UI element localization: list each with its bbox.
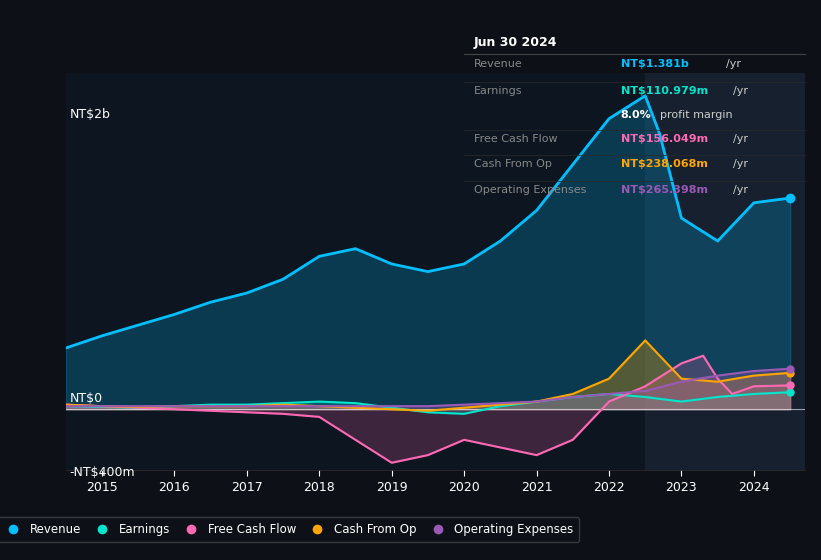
Text: NT$0: NT$0 bbox=[69, 391, 103, 405]
Text: Earnings: Earnings bbox=[474, 86, 523, 96]
Text: NT$2b: NT$2b bbox=[69, 108, 110, 121]
Text: NT$110.979m: NT$110.979m bbox=[621, 86, 708, 96]
Text: profit margin: profit margin bbox=[660, 110, 732, 120]
Text: /yr: /yr bbox=[727, 59, 741, 69]
Text: /yr: /yr bbox=[733, 160, 748, 169]
Legend: Revenue, Earnings, Free Cash Flow, Cash From Op, Operating Expenses: Revenue, Earnings, Free Cash Flow, Cash … bbox=[0, 517, 580, 542]
Text: Free Cash Flow: Free Cash Flow bbox=[474, 133, 557, 143]
Text: Cash From Op: Cash From Op bbox=[474, 160, 552, 169]
Text: NT$238.068m: NT$238.068m bbox=[621, 160, 708, 169]
Text: /yr: /yr bbox=[733, 86, 748, 96]
Text: NT$265.398m: NT$265.398m bbox=[621, 185, 708, 195]
Text: /yr: /yr bbox=[733, 185, 748, 195]
Text: NT$1.381b: NT$1.381b bbox=[621, 59, 688, 69]
Text: Revenue: Revenue bbox=[474, 59, 523, 69]
Text: Jun 30 2024: Jun 30 2024 bbox=[474, 36, 557, 49]
Text: Operating Expenses: Operating Expenses bbox=[474, 185, 586, 195]
Bar bbox=[645, 73, 805, 470]
Text: 8.0%: 8.0% bbox=[621, 110, 651, 120]
Text: NT$156.049m: NT$156.049m bbox=[621, 133, 708, 143]
Text: /yr: /yr bbox=[733, 133, 748, 143]
Text: -NT$400m: -NT$400m bbox=[69, 466, 135, 479]
